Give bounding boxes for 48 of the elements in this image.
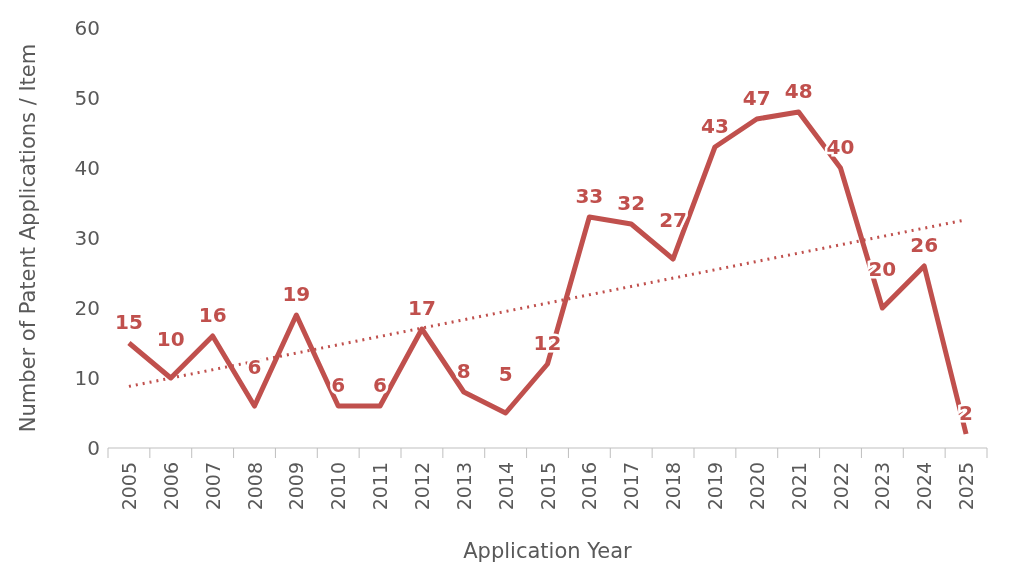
x-tick-label: 2017 <box>620 462 643 511</box>
y-tick-label: 40 <box>74 156 100 181</box>
data-label: 8 <box>456 359 471 383</box>
x-tick-label: 2016 <box>578 462 601 511</box>
data-label: 16 <box>198 303 227 327</box>
y-axis-title: Number of Patent Applications / Item <box>16 43 41 433</box>
y-tick-label: 0 <box>87 436 100 461</box>
data-label: 15 <box>115 310 143 334</box>
x-tick-label: 2014 <box>494 462 517 511</box>
data-label: 32 <box>617 191 646 215</box>
x-tick-label: 2025 <box>955 462 978 511</box>
x-tick-label: 2012 <box>410 462 433 511</box>
data-label: 43 <box>701 114 729 138</box>
data-label: 10 <box>156 327 185 351</box>
x-tick-label: 2011 <box>369 462 392 511</box>
x-axis-title: Application Year <box>463 539 633 563</box>
data-label: 40 <box>826 135 855 159</box>
x-tick-label: 2020 <box>745 462 768 511</box>
x-tick-label: 2008 <box>243 462 266 511</box>
y-tick-label: 20 <box>74 296 100 321</box>
data-label: 27 <box>659 208 687 232</box>
x-tick-label: 2013 <box>452 462 475 511</box>
data-label: 47 <box>742 86 771 110</box>
x-tick-label: 2021 <box>787 462 810 511</box>
x-tick-label: 2023 <box>871 462 894 511</box>
x-tick-label: 2018 <box>662 462 685 511</box>
data-label: 33 <box>575 184 604 208</box>
x-tick-label: 2019 <box>703 462 726 511</box>
x-tick-label: 2007 <box>201 462 224 511</box>
x-tick-label: 2022 <box>829 462 852 511</box>
data-label: 6 <box>331 373 346 397</box>
data-label: 26 <box>910 233 939 257</box>
data-label: 5 <box>498 362 513 386</box>
data-label: 48 <box>784 79 813 103</box>
y-tick-label: 30 <box>74 226 100 251</box>
data-label: 19 <box>282 282 311 306</box>
data-label: 6 <box>373 373 388 397</box>
data-label: 17 <box>408 296 436 320</box>
x-tick-label: 2009 <box>285 462 308 511</box>
y-tick-label: 10 <box>74 366 100 391</box>
x-tick-label: 2015 <box>536 462 559 511</box>
y-tick-label: 50 <box>74 86 100 111</box>
y-tick-label: 60 <box>74 16 100 41</box>
x-tick-label: 2005 <box>117 462 140 511</box>
x-tick-label: 2006 <box>159 462 182 511</box>
x-tick-label: 2010 <box>327 462 350 511</box>
x-tick-label: 2024 <box>913 462 936 511</box>
data-label: 6 <box>247 355 262 379</box>
